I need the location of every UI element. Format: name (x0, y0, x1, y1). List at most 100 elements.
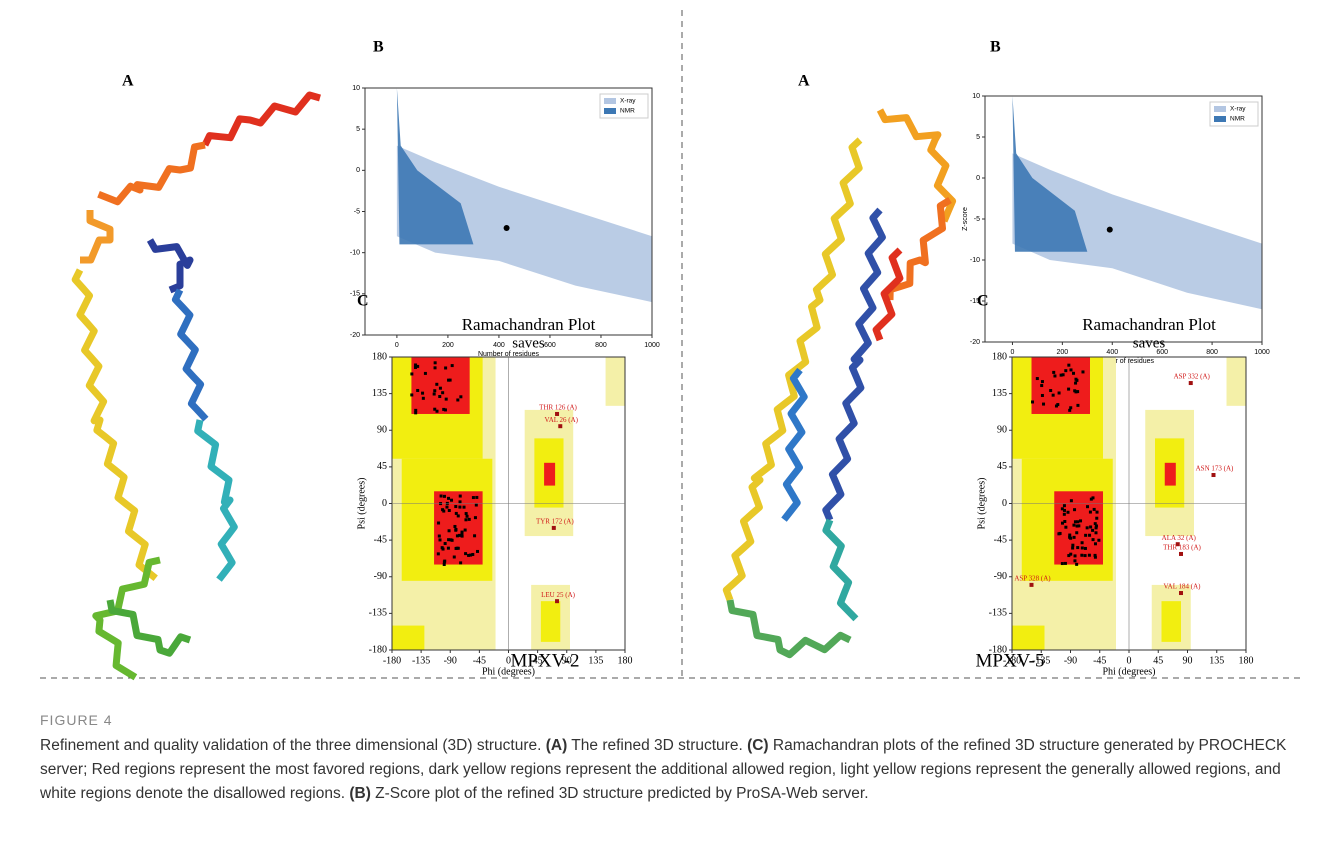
residue-dot (445, 505, 449, 509)
y-tick-label: 45 (377, 461, 387, 472)
residue-dot (473, 516, 477, 520)
residue-dot (1069, 406, 1073, 410)
residue-dot (421, 391, 425, 395)
x-tick-label: 200 (442, 342, 454, 349)
residue-dot (454, 511, 458, 515)
residue-dot (1085, 526, 1089, 530)
residue-dot (455, 534, 459, 538)
ribbon (194, 419, 238, 582)
residue-dot (454, 528, 458, 532)
residue-dot (1076, 546, 1080, 550)
panel-label: C (357, 293, 369, 310)
residue-dot (450, 364, 454, 368)
region (540, 601, 561, 642)
residue-dot (1097, 538, 1101, 542)
score-point (1106, 226, 1113, 233)
panel-name: MPXV-2 (511, 650, 580, 671)
residue-dot (1093, 555, 1097, 559)
outlier-label: LEU 25 (A) (541, 591, 575, 599)
region (1012, 625, 1045, 650)
score-cloud (396, 88, 474, 245)
y-tick-label: -90 (994, 571, 1007, 582)
legend-swatch (1214, 106, 1226, 112)
residue-dot (1093, 522, 1097, 526)
y-tick-label: 0 (976, 175, 980, 182)
residue-dot (1076, 390, 1080, 394)
plot-title: Ramachandran Plot (1082, 315, 1216, 334)
residue-dot (1092, 507, 1096, 511)
y-tick-label: 5 (976, 134, 980, 141)
residue-dot (1080, 541, 1084, 545)
x-tick-label: 0 (395, 342, 399, 349)
y-tick-label: -20 (350, 332, 360, 339)
residue-dot (1088, 510, 1092, 514)
y-tick-label: -180 (989, 644, 1007, 655)
residue-dot (1072, 371, 1076, 375)
caption-run: The refined 3D structure. (567, 737, 748, 754)
residue-dot (459, 395, 463, 399)
residue-dot (416, 388, 420, 392)
residue-dot (435, 409, 439, 413)
residue-dot (1072, 523, 1076, 527)
x-tick-label: -180 (1003, 655, 1021, 666)
y-tick-label: -15 (970, 298, 980, 305)
outlier (555, 411, 560, 416)
y-tick-label: -10 (970, 257, 980, 264)
residue-dot (452, 555, 456, 559)
outlier-label: ASN 173 (A) (1196, 465, 1234, 473)
outlier-label: THR 183 (A) (1163, 544, 1201, 552)
residue-dot (1062, 512, 1066, 516)
x-tick-label: -90 (444, 655, 457, 666)
x-tick-label: 400 (1106, 349, 1118, 356)
residue-dot (456, 514, 460, 518)
residue-dot (1083, 546, 1087, 550)
residue-dot (1080, 553, 1084, 557)
y-tick-label: -45 (374, 534, 387, 545)
residue-dot (1073, 520, 1077, 524)
outlier-label: ASP 332 (A) (1174, 373, 1211, 381)
residue-dot (1052, 370, 1056, 374)
residue-dot (1087, 553, 1091, 557)
outlier (551, 525, 556, 530)
residue-dot (448, 378, 452, 382)
residue-dot (460, 534, 464, 538)
residue-dot (1031, 400, 1035, 404)
y-tick-label: 90 (997, 425, 1007, 436)
residue-dot (410, 393, 414, 397)
ribbon (97, 141, 206, 206)
residue-dot (1093, 542, 1097, 546)
x-tick-label: 45 (533, 655, 543, 666)
residue-dot (1083, 554, 1087, 558)
y-tick-label: 180 (372, 351, 387, 362)
plot-title: Ramachandran Plot (462, 315, 596, 334)
x-tick-label: 45 (1153, 655, 1163, 666)
panel-label: B (373, 39, 384, 56)
residue-dot (1067, 387, 1071, 391)
residue-dot (1094, 526, 1098, 530)
residue-dot (459, 561, 463, 565)
outlier (1211, 473, 1216, 478)
x-tick-label: 400 (493, 342, 505, 349)
panel-label: A (122, 73, 134, 90)
outlier-label: ASP 328 (A) (1014, 574, 1051, 582)
residue-dot (473, 534, 477, 538)
residue-dot (442, 560, 446, 564)
y-tick-label: -180 (369, 644, 387, 655)
x-tick-label: 0 (1127, 655, 1132, 666)
residue-dot (446, 546, 450, 550)
residue-dot (464, 518, 468, 522)
residue-dot (1094, 524, 1098, 528)
residue-dot (458, 505, 462, 509)
residue-dot (1063, 519, 1067, 523)
residue-dot (455, 546, 459, 550)
score-cloud (1012, 153, 1262, 310)
ribbon (201, 91, 321, 147)
x-tick-label: -45 (473, 655, 486, 666)
plot-subtitle: saves (1133, 335, 1166, 351)
residue-dot (410, 372, 414, 376)
residue-dot (1058, 531, 1062, 535)
residue-dot (443, 542, 447, 546)
x-tick-label: 800 (1206, 349, 1218, 356)
x-tick-label: -180 (383, 655, 401, 666)
